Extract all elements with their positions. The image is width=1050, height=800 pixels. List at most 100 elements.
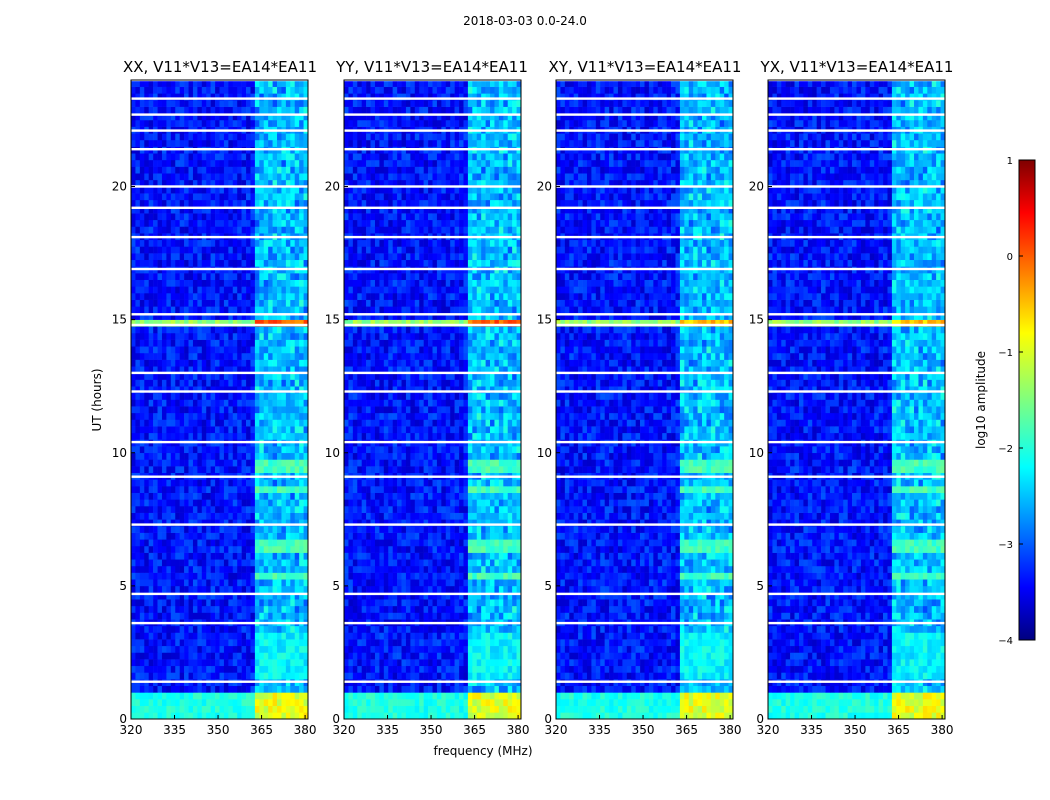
heatmap-cell — [294, 346, 300, 354]
heatmap-cell — [179, 685, 185, 693]
heatmap-cell — [232, 246, 238, 254]
heatmap-cell — [237, 159, 242, 167]
heatmap-cell — [206, 572, 211, 580]
heatmap-cell — [246, 652, 251, 660]
heatmap-cell — [135, 665, 141, 673]
heatmap-cell — [166, 599, 172, 607]
heatmap-cell — [161, 173, 167, 181]
heatmap-cell — [197, 692, 203, 700]
heatmap-cell — [161, 80, 167, 87]
heatmap-cell — [268, 306, 273, 314]
heatmap-cell — [161, 293, 167, 300]
heatmap-cell — [237, 525, 242, 533]
heatmap-cell — [370, 645, 376, 653]
heatmap-cell — [144, 492, 149, 500]
heatmap-cell — [241, 80, 247, 87]
heatmap-cell — [294, 612, 300, 620]
heatmap-cell — [250, 259, 256, 267]
heatmap-cell — [148, 692, 154, 700]
heatmap-cell — [383, 659, 389, 667]
heatmap-cell — [179, 632, 185, 640]
heatmap-cell — [281, 599, 287, 607]
heatmap-cell — [219, 499, 225, 507]
heatmap-cell — [281, 279, 287, 287]
heatmap-cell — [170, 426, 176, 434]
heatmap-cell — [153, 379, 158, 387]
heatmap-cell — [175, 645, 180, 653]
heatmap-cell — [454, 552, 460, 560]
heatmap-cell — [254, 293, 260, 300]
heatmap-cell — [157, 306, 163, 314]
heatmap-cell — [436, 585, 442, 593]
heatmap-cell — [241, 246, 247, 254]
heatmap-cell — [215, 552, 220, 560]
heatmap-cell — [144, 392, 149, 400]
heatmap-cell — [219, 565, 225, 573]
heatmap-cell — [188, 372, 194, 380]
heatmap-cell — [215, 173, 220, 181]
heatmap-cell — [131, 672, 136, 680]
heatmap-cell — [148, 432, 154, 440]
heatmap-cell — [281, 339, 287, 347]
heatmap-cell — [285, 86, 291, 94]
heatmap-cell — [281, 399, 287, 407]
heatmap-cell — [494, 699, 500, 706]
heatmap-cell — [201, 213, 207, 221]
heatmap-cell — [259, 286, 265, 294]
heatmap-cell — [223, 605, 229, 613]
heatmap-cell — [237, 352, 242, 360]
heatmap-cell — [277, 273, 282, 280]
heatmap-cell — [348, 639, 354, 647]
heatmap-cell — [490, 639, 495, 647]
heatmap-cell — [161, 412, 167, 420]
heatmap-cell — [259, 412, 265, 420]
heatmap-cell — [428, 539, 433, 547]
heatmap-cell — [192, 565, 198, 573]
heatmap-cell — [366, 625, 371, 633]
heatmap-cell — [277, 332, 282, 340]
heatmap-cell — [272, 532, 278, 540]
heatmap-cell — [139, 86, 145, 94]
heatmap-cell — [254, 579, 260, 587]
heatmap-cell — [188, 179, 194, 187]
heatmap-cell — [281, 159, 287, 167]
heatmap-cell — [383, 712, 389, 720]
heatmap-cell — [263, 432, 269, 440]
heatmap-cell — [241, 572, 247, 580]
heatmap-cell — [228, 339, 234, 347]
heatmap-cell — [263, 339, 269, 347]
heatmap-cell — [144, 645, 149, 653]
heatmap-cell — [250, 199, 256, 207]
heatmap-cell — [210, 592, 216, 600]
flagged-row — [131, 323, 308, 327]
heatmap-cell — [344, 665, 349, 673]
heatmap-cell — [259, 139, 265, 147]
heatmap-cell — [184, 499, 189, 507]
heatmap-cell — [285, 426, 291, 434]
heatmap-cell — [139, 199, 145, 207]
heatmap-cell — [294, 685, 300, 693]
heatmap-cell — [232, 352, 238, 360]
heatmap-cell — [379, 625, 385, 633]
heatmap-cell — [370, 705, 376, 713]
heatmap-cell — [290, 645, 296, 653]
heatmap-cell — [250, 80, 256, 87]
heatmap-cell — [432, 712, 438, 720]
heatmap-cell — [206, 339, 211, 347]
heatmap-cell — [215, 559, 220, 567]
heatmap-cell — [290, 86, 296, 94]
heatmap-cell — [379, 705, 385, 713]
heatmap-cell — [153, 532, 158, 540]
heatmap-cell — [237, 712, 242, 720]
heatmap-cell — [357, 532, 362, 540]
heatmap-cell — [237, 665, 242, 673]
heatmap-cell — [507, 565, 513, 573]
heatmap-cell — [210, 605, 216, 613]
heatmap-cell — [494, 625, 500, 633]
heatmap-cell — [490, 579, 495, 587]
heatmap-cell — [516, 552, 522, 560]
heatmap-cell — [303, 699, 309, 706]
heatmap-cell — [166, 559, 172, 567]
heatmap-cell — [144, 366, 149, 374]
heatmap-cell — [498, 579, 504, 587]
